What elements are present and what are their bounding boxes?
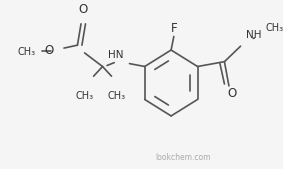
Text: CH₃: CH₃: [17, 47, 35, 57]
Text: CH₃: CH₃: [108, 91, 126, 101]
Text: O: O: [227, 87, 236, 100]
Text: CH₃: CH₃: [76, 91, 94, 101]
Text: F: F: [170, 22, 177, 35]
Text: O: O: [44, 44, 53, 56]
Text: HN: HN: [108, 50, 123, 60]
Text: lookchem.com: lookchem.com: [156, 153, 211, 162]
Text: NH: NH: [246, 30, 261, 40]
Text: O: O: [78, 3, 87, 16]
Text: CH₃: CH₃: [266, 23, 283, 33]
